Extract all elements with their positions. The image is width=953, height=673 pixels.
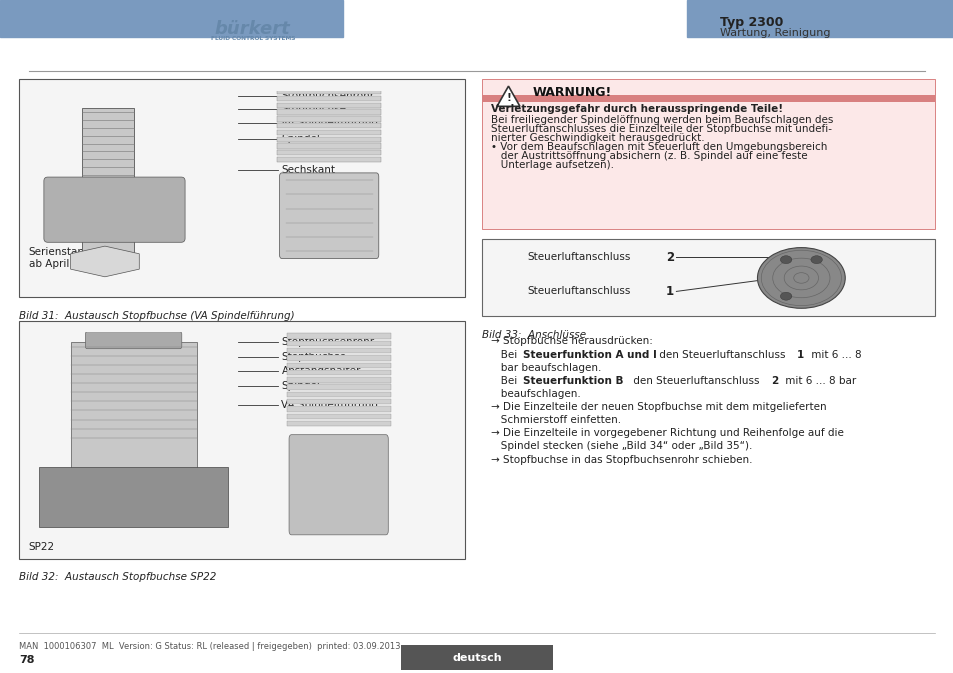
Text: Bild 31:  Austausch Stopfbuchse (VA Spindelführung): Bild 31: Austausch Stopfbuchse (VA Spind… (19, 311, 294, 321)
Polygon shape (82, 108, 133, 258)
Text: Steuerluftanschluss: Steuerluftanschluss (527, 252, 630, 262)
Bar (276, 116, 381, 122)
Polygon shape (71, 246, 139, 277)
Text: Stopfbuchse: Stopfbuchse (281, 104, 346, 114)
Text: Bei freiliegender Spindelöffnung werden beim Beaufschlagen des: Bei freiliegender Spindelöffnung werden … (491, 115, 833, 125)
Text: Bei: Bei (491, 376, 520, 386)
Text: der Austrittsöffnung absichern (z. B. Spindel auf eine feste: der Austrittsöffnung absichern (z. B. Sp… (491, 151, 807, 161)
Bar (276, 89, 381, 94)
Text: deutsch: deutsch (452, 653, 501, 662)
Text: Verletzungsgefahr durch herausspringende Teile!: Verletzungsgefahr durch herausspringende… (491, 104, 782, 114)
Text: → Die Einzelteile der neuen Stopfbuchse mit dem mitgelieferten: → Die Einzelteile der neuen Stopfbuchse … (491, 402, 826, 412)
Text: den Steuerluftanschluss: den Steuerluftanschluss (629, 376, 761, 386)
Text: nierter Geschwindigkeit herausgedrückt.: nierter Geschwindigkeit herausgedrückt. (491, 133, 704, 143)
Bar (276, 123, 381, 129)
Text: Bild 33:  Anschlüsse: Bild 33: Anschlüsse (481, 330, 585, 340)
Text: WARNUNG!: WARNUNG! (532, 86, 611, 100)
Text: 2: 2 (770, 376, 778, 386)
Circle shape (757, 248, 844, 308)
FancyBboxPatch shape (44, 177, 185, 242)
Bar (39, 468, 228, 527)
Text: • Vor dem Beaufschlagen mit Steuerluft den Umgebungsbereich: • Vor dem Beaufschlagen mit Steuerluft d… (491, 142, 827, 152)
Bar (481, 79, 934, 229)
Text: → Die Einzelteile in vorgegebener Richtung und Reihenfolge auf die: → Die Einzelteile in vorgegebener Richtu… (491, 429, 843, 438)
Text: → Stopfbuchse herausdrücken:: → Stopfbuchse herausdrücken: (491, 336, 653, 347)
Bar (686, 0, 953, 37)
Circle shape (780, 292, 791, 300)
Bar (71, 343, 196, 470)
Text: 1: 1 (665, 285, 674, 298)
Bar (276, 150, 381, 155)
Text: Spindel: Spindel (281, 381, 320, 390)
FancyBboxPatch shape (279, 173, 378, 258)
Bar (286, 414, 391, 419)
Bar (276, 130, 381, 135)
Bar (0, 0, 343, 37)
Text: FLUID CONTROL SYSTEMS: FLUID CONTROL SYSTEMS (211, 36, 294, 41)
Bar (286, 355, 391, 361)
Bar (481, 95, 934, 102)
Bar (276, 102, 381, 108)
Text: bar beaufschlagen.: bar beaufschlagen. (491, 363, 601, 373)
Text: Typ 2300: Typ 2300 (720, 15, 782, 29)
Text: SP22: SP22 (29, 542, 54, 552)
Text: Stopfbuchse: Stopfbuchse (281, 352, 346, 361)
Bar (276, 96, 381, 101)
Text: VA Spindelführung: VA Spindelführung (281, 118, 378, 128)
Text: mit 6 ... 8: mit 6 ... 8 (807, 350, 861, 359)
FancyBboxPatch shape (289, 435, 388, 535)
Circle shape (810, 256, 821, 264)
Polygon shape (497, 86, 519, 106)
Text: beaufschlagen.: beaufschlagen. (491, 389, 580, 399)
Text: Wartung, Reinigung: Wartung, Reinigung (720, 28, 830, 38)
Bar (400, 645, 553, 670)
Text: Abstandshalter: Abstandshalter (281, 366, 360, 376)
Bar (276, 157, 381, 162)
Bar (276, 110, 381, 115)
Text: 1: 1 (796, 350, 803, 359)
Bar (286, 392, 391, 397)
Text: 2: 2 (665, 250, 674, 264)
Text: Spindel stecken (siehe „Bild 34“ oder „Bild 35“).: Spindel stecken (siehe „Bild 34“ oder „B… (491, 441, 752, 452)
Text: Steuerfunktion B: Steuerfunktion B (522, 376, 622, 386)
Text: Unterlage aufsetzen).: Unterlage aufsetzen). (491, 160, 614, 170)
Bar (286, 377, 391, 382)
Text: VA Spindelführung: VA Spindelführung (281, 400, 378, 410)
Bar (481, 239, 934, 316)
Bar (276, 143, 381, 149)
Bar (286, 363, 391, 368)
Bar (286, 333, 391, 339)
Text: → Stopfbuchse in das Stopfbuchsenrohr schieben.: → Stopfbuchse in das Stopfbuchsenrohr sc… (491, 455, 752, 464)
Text: Steuerfunktion A und I: Steuerfunktion A und I (522, 350, 656, 359)
Text: Steuerluftanschlusses die Einzelteile der Stopfbuchse mit undefi-: Steuerluftanschlusses die Einzelteile de… (491, 124, 831, 134)
Bar (286, 369, 391, 376)
Text: Stopfbuchsenrohr: Stopfbuchsenrohr (281, 91, 375, 100)
Text: MAN  1000106307  ML  Version: G Status: RL (released | freigegeben)  printed: 03: MAN 1000106307 ML Version: G Status: RL … (19, 642, 400, 651)
Text: 78: 78 (19, 655, 34, 664)
Text: Schmierstoff einfetten.: Schmierstoff einfetten. (491, 415, 620, 425)
Text: Sechskant: Sechskant (281, 166, 335, 175)
Text: !: ! (505, 94, 511, 103)
Text: mit 6 ... 8 bar: mit 6 ... 8 bar (781, 376, 856, 386)
Text: Steuerluftanschluss: Steuerluftanschluss (527, 287, 630, 296)
Text: Bei: Bei (491, 350, 520, 359)
Bar (286, 341, 391, 346)
Bar (286, 399, 391, 404)
Text: Bild 32:  Austausch Stopfbuchse SP22: Bild 32: Austausch Stopfbuchse SP22 (19, 572, 216, 582)
Text: Stopfbuchsenrohr: Stopfbuchsenrohr (281, 337, 375, 347)
Bar (286, 348, 391, 353)
Text: Spindel: Spindel (281, 135, 320, 144)
Circle shape (780, 256, 791, 264)
Bar (19, 321, 464, 559)
Bar (286, 406, 391, 412)
Bar (276, 137, 381, 142)
Text: bürkert: bürkert (214, 20, 291, 38)
FancyBboxPatch shape (85, 332, 182, 349)
Bar (286, 421, 391, 427)
Text: Serienstand
ab April 2012: Serienstand ab April 2012 (29, 247, 98, 269)
Bar (19, 79, 464, 297)
Text: den Steuerluftanschluss: den Steuerluftanschluss (656, 350, 788, 359)
Bar (286, 384, 391, 390)
